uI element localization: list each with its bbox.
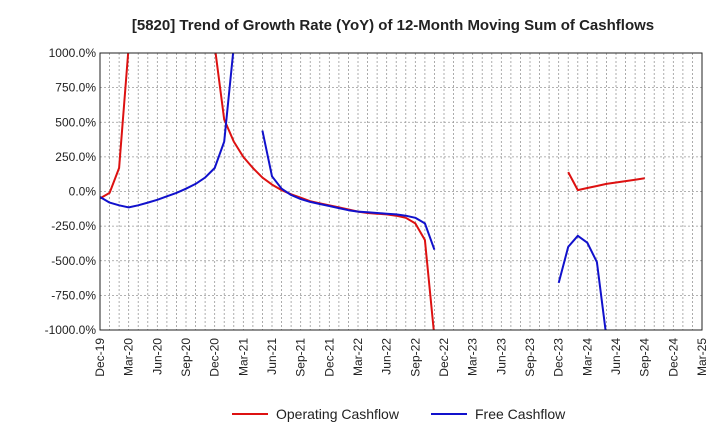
x-tick-label: Sep-20 (179, 338, 193, 377)
y-tick-label: 750.0% (55, 81, 96, 95)
x-tick-label: Dec-21 (322, 338, 336, 377)
x-axis-ticks: Dec-19 Mar-20 Jun-20 Sep-20 Dec-20 Mar-21 Jun-… (93, 338, 709, 377)
series-lines (100, 53, 645, 330)
chart-title: [5820] Trend of Growth Rate (YoY) of 12-… (132, 17, 654, 34)
x-tick-label: Dec-23 (552, 338, 566, 377)
x-tick-label: Mar-23 (466, 338, 480, 376)
y-tick-label: -1000.0% (45, 323, 97, 337)
x-tick-label: Dec-22 (437, 338, 451, 377)
x-tick-label: Sep-24 (638, 338, 652, 377)
x-tick-label: Sep-23 (523, 338, 537, 377)
x-tick-label: Dec-20 (208, 338, 222, 377)
x-tick-label: Sep-22 (408, 338, 422, 377)
y-tick-label: -250.0% (51, 219, 96, 233)
grid (99, 52, 703, 331)
legend-label: Operating Cashflow (276, 406, 400, 422)
y-tick-label: 250.0% (55, 150, 96, 164)
x-tick-label: Mar-25 (695, 338, 709, 376)
x-tick-label: Jun-23 (494, 338, 508, 375)
x-tick-label: Sep-21 (294, 338, 308, 377)
x-tick-label: Jun-21 (265, 338, 279, 375)
x-tick-label: Jun-22 (380, 338, 394, 375)
y-tick-label: 0.0% (69, 185, 97, 199)
x-tick-label: Mar-20 (122, 338, 136, 376)
y-axis-ticks: 1000.0% 750.0% 500.0% 250.0% 0.0% -250.0% -500… (45, 46, 97, 337)
legend: Operating Cashflow Free Cashflow (232, 406, 566, 422)
x-tick-label: Mar-24 (580, 338, 594, 376)
x-tick-label: Mar-22 (351, 338, 365, 376)
series-line-free-cashflow (100, 53, 607, 330)
plot-frame (99, 52, 703, 331)
y-tick-label: 500.0% (55, 115, 96, 129)
legend-label: Free Cashflow (475, 406, 566, 422)
x-tick-label: Dec-24 (666, 338, 680, 377)
y-tick-label: 1000.0% (49, 46, 97, 60)
x-tick-label: Mar-21 (236, 338, 250, 376)
x-tick-label: Dec-19 (93, 338, 107, 377)
x-tick-label: Jun-20 (150, 338, 164, 375)
x-tick-label: Jun-24 (609, 338, 623, 375)
y-tick-label: -500.0% (51, 254, 96, 268)
y-tick-label: -750.0% (51, 288, 96, 302)
